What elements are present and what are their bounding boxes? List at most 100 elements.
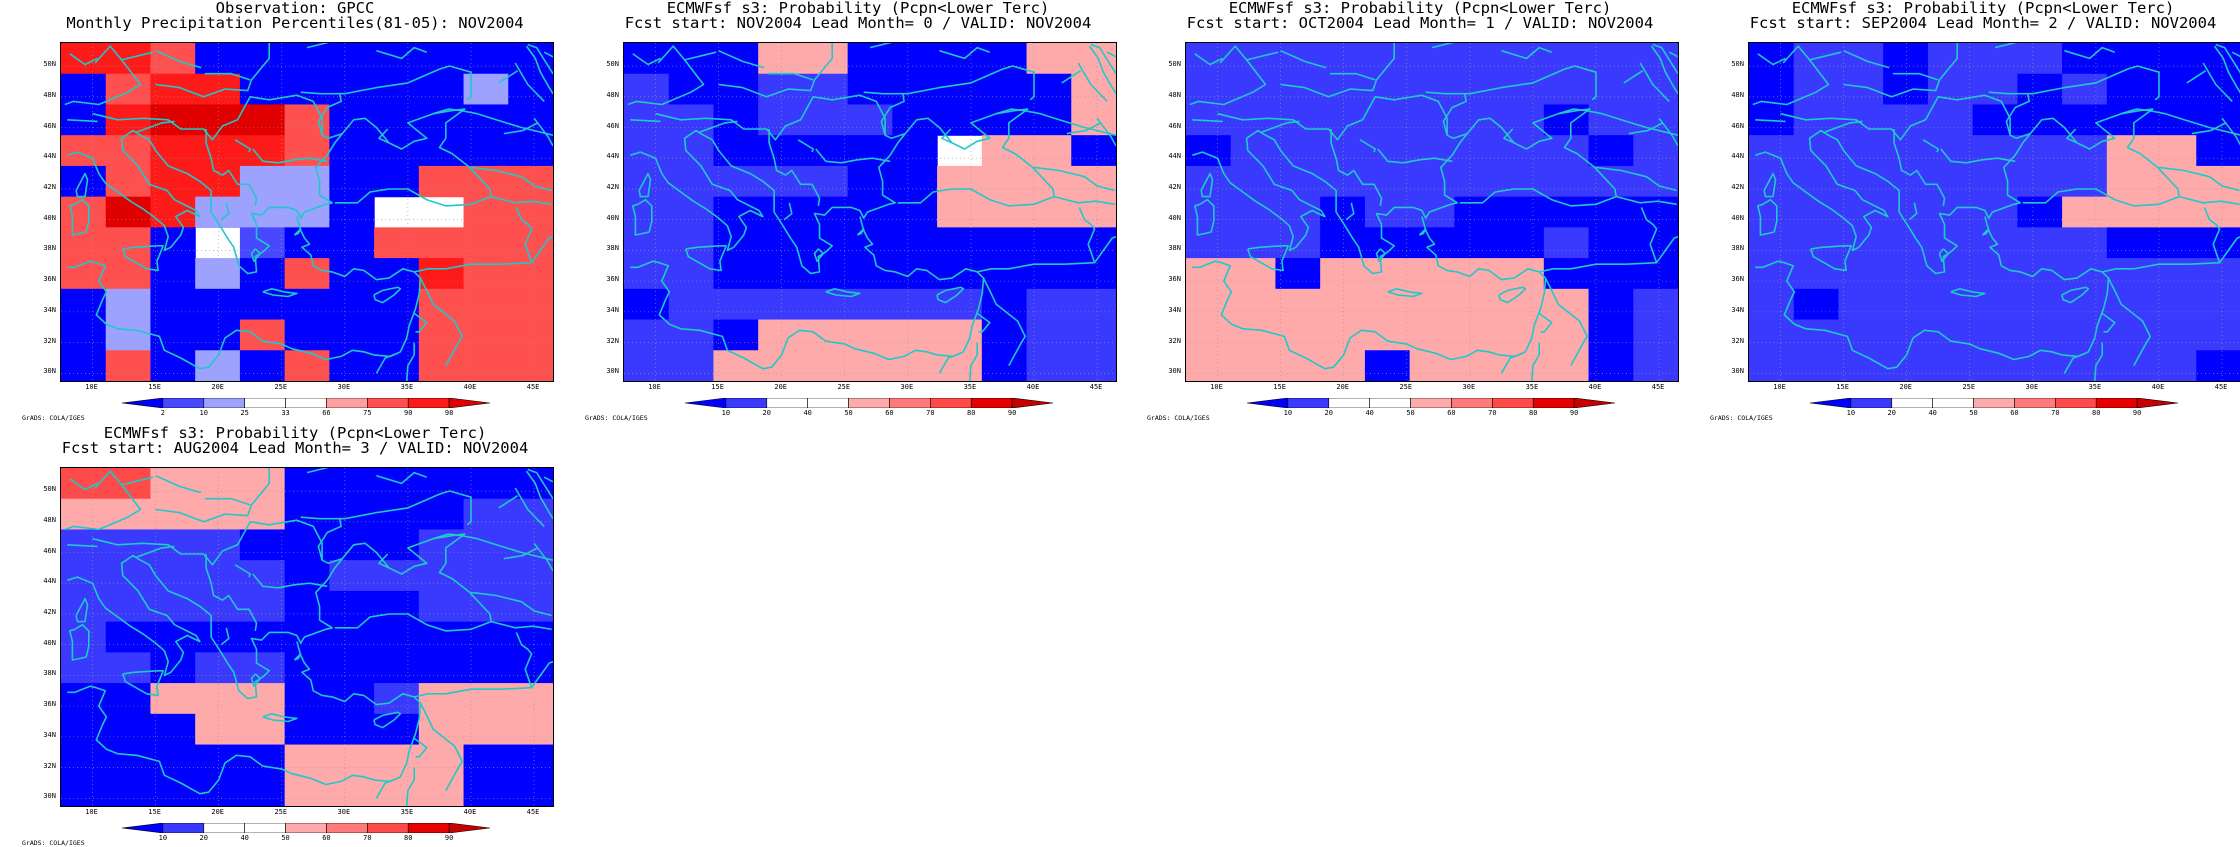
- grid-cell: [106, 622, 151, 653]
- grid-cell: [758, 320, 803, 351]
- grid-cell: [61, 135, 106, 166]
- grid-cell: [2107, 135, 2152, 166]
- grid-cell: [1749, 258, 1794, 289]
- map-area: [1185, 42, 1679, 382]
- colorbar-svg: [122, 823, 490, 833]
- colorbar-swatch: [122, 823, 163, 833]
- grid-cell: [329, 591, 374, 622]
- grid-cell: [285, 258, 330, 289]
- grid-cell: [1410, 197, 1455, 228]
- lat-label: 36N: [38, 275, 56, 283]
- colorbar-swatch: [204, 823, 245, 833]
- lat-label: 30N: [38, 792, 56, 800]
- lon-label: 10E: [1205, 383, 1229, 391]
- grid-cell: [2107, 197, 2152, 228]
- grid-cell: [1186, 350, 1231, 381]
- map-area: [60, 42, 554, 382]
- lat-label: 48N: [38, 516, 56, 524]
- lat-label: 32N: [601, 337, 619, 345]
- grid-cell: [2062, 43, 2107, 74]
- colorbar-swatch: [1492, 398, 1533, 408]
- grid-cell: [1794, 289, 1839, 320]
- grid-cell: [1973, 258, 2018, 289]
- colorbar-tick-label: 80: [961, 409, 981, 417]
- grid-cell: [1928, 197, 1973, 228]
- grid-cell: [374, 652, 419, 683]
- grid-cell: [2062, 104, 2107, 135]
- lat-label: 42N: [601, 183, 619, 191]
- grid-cell: [803, 166, 848, 197]
- grid-cell: [464, 622, 509, 653]
- grid-cell: [1027, 43, 1072, 74]
- colorbar-swatch: [849, 398, 890, 408]
- colorbar-tick-label: 50: [1964, 409, 1984, 417]
- grid-cell: [1928, 350, 1973, 381]
- grid-cell: [1365, 197, 1410, 228]
- grid-cell: [285, 652, 330, 683]
- grid-cell: [848, 320, 893, 351]
- colorbar-swatch: [685, 398, 726, 408]
- grid-cell: [1544, 258, 1589, 289]
- grid-cell: [464, 683, 509, 714]
- grid-cell: [195, 289, 240, 320]
- lat-label: 50N: [38, 485, 56, 493]
- grid-cell: [669, 74, 714, 105]
- grid-cell: [285, 499, 330, 530]
- grid-cell: [285, 775, 330, 806]
- grid-cell: [106, 289, 151, 320]
- lat-label: 44N: [601, 152, 619, 160]
- grid-cell: [285, 197, 330, 228]
- grid-cell: [150, 622, 195, 653]
- grid-cell: [2017, 43, 2062, 74]
- grads-credit: GrADS: COLA/IGES: [1710, 414, 1773, 422]
- colorbar: [1247, 398, 1615, 408]
- colorbar-swatch: [1329, 398, 1370, 408]
- lat-label: 36N: [1163, 275, 1181, 283]
- grid-cell: [1928, 289, 1973, 320]
- grid-cell: [937, 43, 982, 74]
- colorbar-tick-label: 10: [1841, 409, 1861, 417]
- grid-cell: [624, 320, 669, 351]
- colorbar-tick-label: 20: [1319, 409, 1339, 417]
- grid-cell: [937, 104, 982, 135]
- grid-cell: [1928, 43, 1973, 74]
- grid-cell: [329, 714, 374, 745]
- colorbar-swatch: [1933, 398, 1974, 408]
- grid-cell: [329, 289, 374, 320]
- grid-cell: [937, 320, 982, 351]
- grid-cell: [195, 135, 240, 166]
- colorbar-tick-label: 20: [757, 409, 777, 417]
- grid-cell: [982, 258, 1027, 289]
- colorbar-tick-label: 66: [316, 409, 336, 417]
- grid-cell: [195, 745, 240, 776]
- colorbar-tick-label: 20: [1882, 409, 1902, 417]
- grid-cell: [1454, 135, 1499, 166]
- grid-cell: [1410, 350, 1455, 381]
- grid-cell: [150, 74, 195, 105]
- lat-label: 50N: [1726, 60, 1744, 68]
- grid-cell: [285, 104, 330, 135]
- colorbar-swatch: [767, 398, 808, 408]
- map-panel-5: ECMWFsf s3: Probability (Pcpn<Lower Terc…: [20, 425, 570, 845]
- grid-cell: [624, 135, 669, 166]
- lat-label: 38N: [38, 669, 56, 677]
- lat-label: 40N: [38, 214, 56, 222]
- lon-label: 20E: [206, 808, 230, 816]
- grads-credit: GrADS: COLA/IGES: [22, 839, 85, 847]
- grid-cell: [508, 289, 553, 320]
- grid-cell: [61, 289, 106, 320]
- grid-cell: [1027, 197, 1072, 228]
- grid-cell: [1186, 289, 1231, 320]
- grid-cell: [61, 745, 106, 776]
- colorbar-swatch: [2096, 398, 2137, 408]
- grid-cell: [669, 227, 714, 258]
- grid-cell: [329, 227, 374, 258]
- grid-cell: [669, 350, 714, 381]
- colorbar-tick-label: 80: [2086, 409, 2106, 417]
- grid-cell: [713, 197, 758, 228]
- grid-cell: [508, 468, 553, 499]
- grid-cell: [464, 258, 509, 289]
- grid-cell: [240, 591, 285, 622]
- colorbar-tick-label: 80: [1523, 409, 1543, 417]
